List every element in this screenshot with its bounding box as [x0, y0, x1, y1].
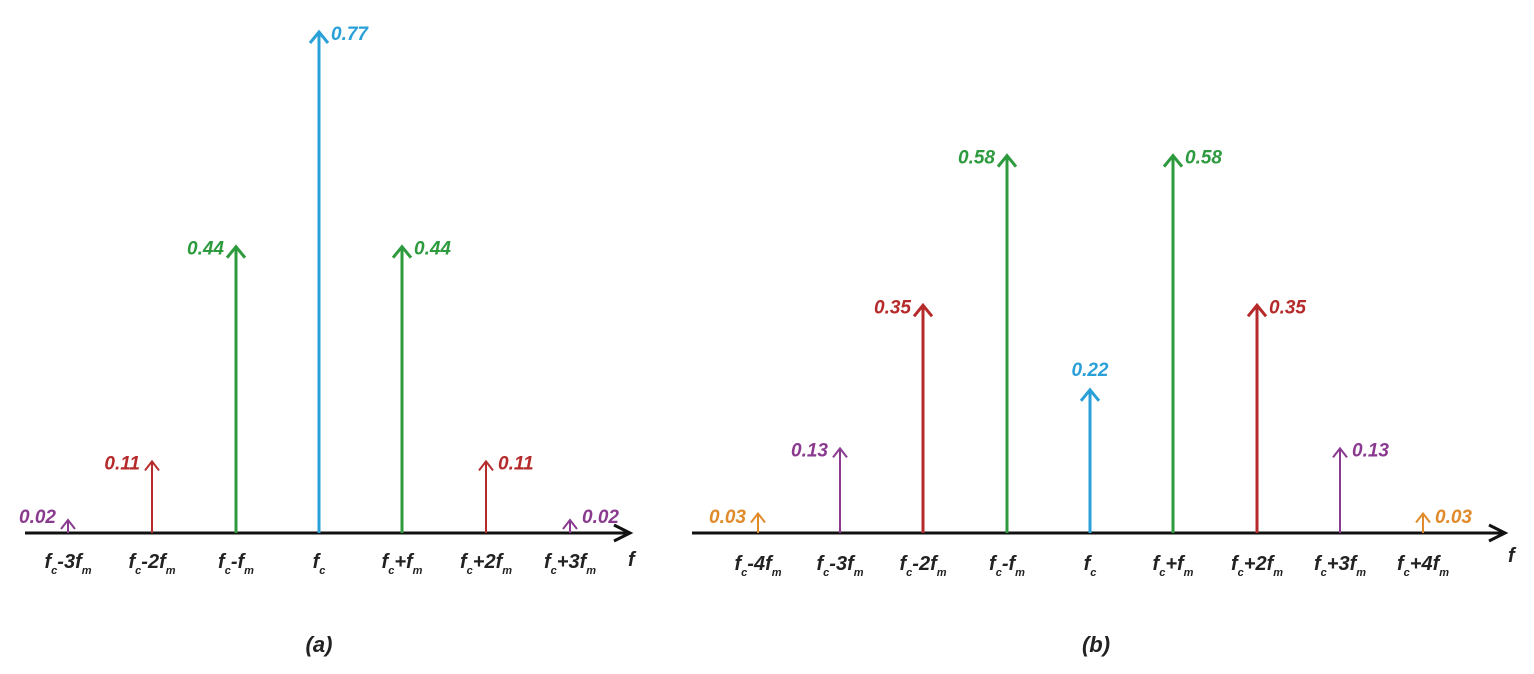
- data-label: 0.77: [331, 24, 369, 45]
- spectral-line-arrowhead: [996, 153, 1018, 168]
- axis-label: f: [1508, 545, 1517, 567]
- tick-label: fc-fm: [218, 551, 254, 577]
- tick-label: fc+3fm: [544, 551, 596, 577]
- spectral-line-arrowhead: [60, 518, 76, 530]
- data-label: 0.02: [582, 507, 619, 528]
- spectral-line-arrowhead: [912, 302, 934, 318]
- data-label: 0.35: [874, 297, 911, 318]
- data-label: 0.11: [104, 453, 140, 474]
- spectrum-panel-a: f 0.02 fc-3fm 0.11 fc-2fm 0.44 fc-fm 0.77 fc 0.44…: [19, 24, 637, 657]
- axis-arrowhead: [1488, 523, 1509, 543]
- spectral-line-arrowhead: [562, 518, 578, 530]
- spectral-line-arrowhead: [478, 459, 494, 472]
- data-label: 0.22: [1072, 360, 1109, 381]
- spectral-line-arrowhead: [1246, 302, 1268, 318]
- data-label: 0.03: [1435, 507, 1472, 528]
- data-label: 0.03: [709, 507, 746, 528]
- tick-label: fc-3fm: [816, 553, 863, 579]
- data-label: 0.02: [19, 507, 56, 528]
- data-label: 0.44: [414, 239, 451, 260]
- axis-label: f: [628, 549, 637, 571]
- spectral-line-arrowhead: [750, 511, 766, 524]
- spectral-line-arrowhead: [308, 29, 330, 44]
- tick-label: fc+4fm: [1397, 553, 1449, 579]
- spectral-line-arrowhead: [144, 459, 160, 472]
- data-label: 0.58: [958, 148, 995, 169]
- tick-label: fc+3fm: [1314, 553, 1366, 579]
- spectral-line-arrowhead: [391, 244, 413, 259]
- tick-label: fc: [1084, 553, 1097, 579]
- spectral-line-arrowhead: [225, 244, 247, 259]
- tick-label: fc-2fm: [128, 551, 175, 577]
- tick-label: fc+fm: [1153, 553, 1194, 579]
- data-label: 0.44: [187, 239, 224, 260]
- spectral-line-arrowhead: [1162, 153, 1184, 168]
- tick-label: fc+2fm: [460, 551, 512, 577]
- spectral-line-arrowhead: [1332, 446, 1348, 459]
- spectral-line-arrowhead: [1079, 387, 1101, 402]
- data-label: 0.13: [1352, 440, 1389, 461]
- data-label: 0.35: [1269, 297, 1306, 318]
- spectrum-panel-b: f 0.03 fc-4fm 0.13 fc-3fm 0.35 fc-2fm 0.58 fc-fm…: [692, 148, 1517, 657]
- axis-arrowhead: [613, 523, 634, 543]
- tick-label: fc: [313, 551, 326, 577]
- tick-label: fc-2fm: [899, 553, 946, 579]
- panel-caption: (b): [1082, 632, 1110, 657]
- data-label: 0.13: [791, 440, 828, 461]
- data-label: 0.58: [1185, 148, 1222, 169]
- spectral-line-arrowhead: [832, 446, 848, 459]
- tick-label: fc-fm: [989, 553, 1025, 579]
- data-label: 0.11: [498, 453, 534, 474]
- panel-caption: (a): [306, 632, 333, 657]
- spectral-line-arrowhead: [1415, 511, 1431, 524]
- tick-label: fc+2fm: [1231, 553, 1283, 579]
- tick-label: fc-4fm: [734, 553, 781, 579]
- tick-label: fc+fm: [382, 551, 423, 577]
- tick-label: fc-3fm: [44, 551, 91, 577]
